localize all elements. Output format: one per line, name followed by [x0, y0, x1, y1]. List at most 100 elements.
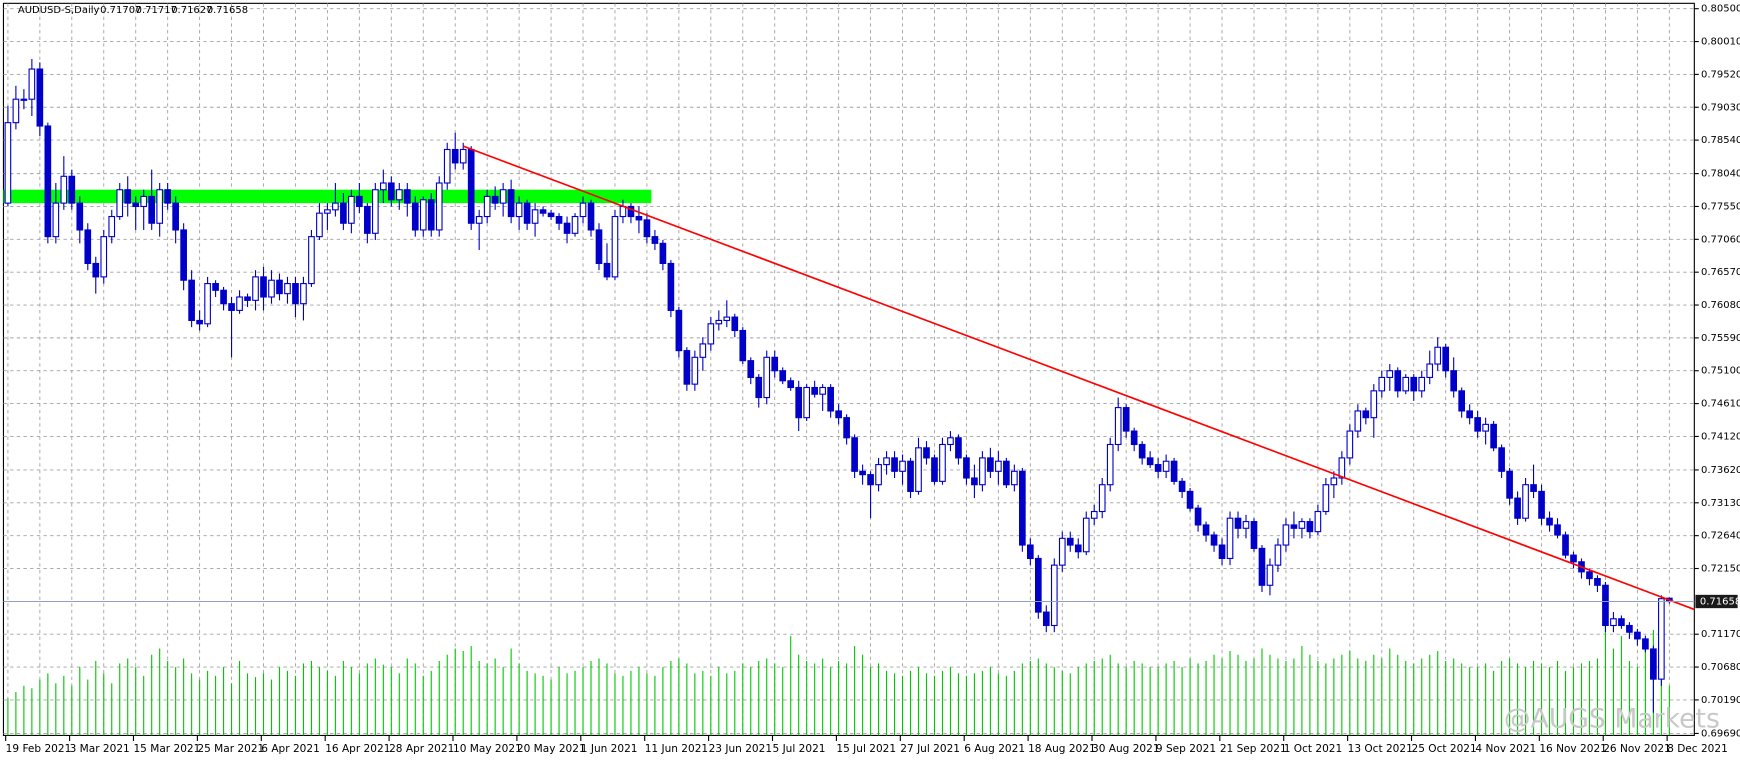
candle-body — [939, 443, 946, 482]
candle-body — [332, 202, 339, 211]
candle-body — [100, 236, 108, 278]
candle-body — [1162, 460, 1170, 472]
candle-body — [1330, 477, 1338, 486]
candle-body — [627, 205, 635, 218]
candle-body — [1602, 584, 1609, 627]
close: 0.71658 — [207, 5, 248, 16]
candle-body — [595, 229, 603, 265]
candle-body — [483, 195, 491, 218]
watermark: @AUGS Markets — [1504, 703, 1720, 734]
grid — [3, 3, 1695, 736]
candle-body — [44, 125, 52, 238]
candle-body — [971, 477, 978, 486]
y-tick-label: 0.70680 — [1701, 662, 1740, 673]
candle-body — [1626, 624, 1633, 633]
x-tick-label: 4 Nov 2021 — [1475, 743, 1536, 755]
candle-body — [1554, 524, 1561, 536]
y-tick-label: 0.73620 — [1701, 465, 1740, 476]
y-tick-label: 0.80010 — [1701, 37, 1740, 48]
candle-body — [619, 205, 627, 218]
candle-body — [1410, 376, 1418, 392]
candle-body — [1114, 407, 1122, 446]
candle-body — [827, 386, 834, 412]
y-tick-label: 0.80500 — [1701, 4, 1740, 15]
candle-body — [164, 189, 171, 204]
candle-body — [651, 236, 659, 244]
candle-body — [340, 202, 347, 224]
candle-body — [723, 316, 731, 322]
x-tick-label: 1 Jun 2021 — [581, 743, 638, 755]
trendline — [462, 145, 1695, 611]
candle-body — [140, 195, 148, 208]
x-tick-label: 15 Mar 2021 — [133, 743, 200, 755]
y-tick-label: 0.77060 — [1701, 234, 1740, 245]
candle-body — [1250, 521, 1258, 549]
candle-body — [811, 386, 818, 395]
candle-body — [611, 215, 619, 278]
y-tick-label: 0.77550 — [1701, 201, 1740, 212]
x-tick-label: 9 Sep 2021 — [1156, 743, 1216, 755]
candle-body — [531, 209, 539, 224]
x-tick-label: 21 Sep 2021 — [1220, 743, 1287, 755]
candle-body — [1210, 534, 1218, 546]
candle-body — [515, 202, 523, 218]
candle-body — [1658, 598, 1665, 680]
x-tick-label: 16 Apr 2021 — [325, 743, 390, 755]
candle-body — [883, 457, 890, 466]
x-tick-label: 1 Oct 2021 — [1284, 743, 1343, 755]
candle-body — [1498, 447, 1505, 472]
candle-body — [1322, 484, 1330, 513]
candle-body — [587, 202, 595, 231]
y-tick-label: 0.75590 — [1701, 333, 1740, 344]
x-tick-label: 23 Jun 2021 — [709, 743, 772, 755]
candle-body — [324, 209, 331, 214]
candle-body — [292, 283, 299, 305]
candle-body — [667, 262, 675, 311]
candle-body — [523, 202, 531, 224]
candle-body — [1019, 470, 1026, 546]
candle-body — [76, 202, 84, 231]
candle-body — [403, 189, 411, 204]
candle-body — [771, 356, 779, 372]
x-tick-label: 3 Mar 2021 — [70, 743, 130, 755]
candle-body — [907, 460, 914, 492]
candle-body — [659, 242, 667, 265]
candle-body — [1098, 484, 1106, 513]
candle-body — [683, 350, 691, 385]
candle-body — [196, 319, 203, 325]
candle-body — [1034, 557, 1042, 613]
plot-frame — [2, 2, 1695, 737]
candle-body — [1178, 480, 1186, 492]
candle-body — [387, 182, 395, 201]
x-tick-label: 16 Nov 2021 — [1539, 743, 1607, 755]
candle-body — [643, 219, 651, 238]
y-tick-label: 0.74120 — [1701, 431, 1740, 442]
candle-body — [755, 376, 763, 399]
x-tick-label: 25 Mar 2021 — [197, 743, 264, 755]
candle-body — [739, 329, 747, 362]
price-label: 0.71658 — [1700, 596, 1740, 607]
candle-body — [1058, 537, 1066, 566]
candle-body — [1418, 376, 1426, 392]
y-tick-label: 0.76570 — [1701, 267, 1740, 278]
candle-body — [603, 262, 611, 278]
candle-body — [1386, 370, 1394, 378]
x-tick-label: 18 Aug 2021 — [1028, 743, 1096, 755]
candle-body — [284, 283, 291, 295]
y-tick-label: 0.75100 — [1701, 366, 1740, 377]
candle-body — [947, 437, 954, 446]
candle-body — [1530, 484, 1537, 492]
axes: 0.80500 0.80010 0.79520 0.79030 0.78540 0.780… — [3, 4, 1740, 755]
candle-body — [1074, 544, 1082, 553]
candle-body — [467, 148, 475, 224]
candle-body — [1090, 510, 1098, 519]
candle-body — [379, 182, 387, 191]
candle-body — [1186, 490, 1194, 509]
candle-body — [747, 360, 755, 378]
high: 0.71717 — [136, 5, 177, 16]
candle-body — [172, 202, 179, 231]
candle-body — [244, 296, 251, 301]
candle-body — [1546, 517, 1553, 526]
y-tick-label: 0.73130 — [1701, 498, 1740, 509]
